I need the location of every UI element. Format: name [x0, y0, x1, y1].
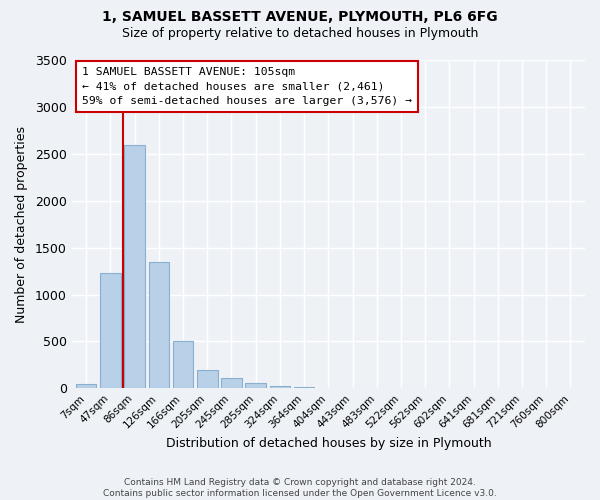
Y-axis label: Number of detached properties: Number of detached properties: [15, 126, 28, 322]
Bar: [221, 378, 242, 388]
X-axis label: Distribution of detached houses by size in Plymouth: Distribution of detached houses by size …: [166, 437, 491, 450]
Bar: [245, 383, 266, 388]
Bar: [149, 262, 169, 388]
Text: 1, SAMUEL BASSETT AVENUE, PLYMOUTH, PL6 6FG: 1, SAMUEL BASSETT AVENUE, PLYMOUTH, PL6 …: [102, 10, 498, 24]
Bar: [124, 146, 145, 388]
Text: 1 SAMUEL BASSETT AVENUE: 105sqm
← 41% of detached houses are smaller (2,461)
59%: 1 SAMUEL BASSETT AVENUE: 105sqm ← 41% of…: [82, 66, 412, 106]
Bar: [269, 386, 290, 388]
Text: Contains HM Land Registry data © Crown copyright and database right 2024.
Contai: Contains HM Land Registry data © Crown c…: [103, 478, 497, 498]
Bar: [100, 273, 121, 388]
Bar: [173, 342, 193, 388]
Bar: [294, 387, 314, 388]
Text: Size of property relative to detached houses in Plymouth: Size of property relative to detached ho…: [122, 28, 478, 40]
Bar: [76, 384, 97, 388]
Bar: [197, 370, 218, 388]
